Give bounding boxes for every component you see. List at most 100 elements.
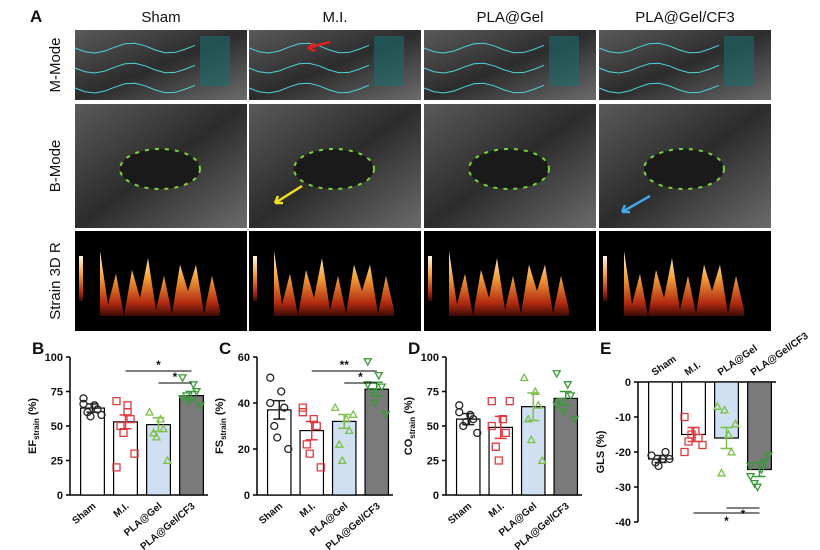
- x-tick-label: M.I.: [487, 501, 507, 520]
- data-point: [763, 452, 774, 461]
- error-bar: [559, 390, 572, 407]
- data-point: [680, 412, 689, 422]
- panel-letter: C: [219, 339, 231, 358]
- data-point: [756, 466, 767, 475]
- trace: [423, 62, 545, 74]
- x-tick-label: PLA@Gel/CF3: [513, 501, 572, 550]
- ventricle: [293, 148, 375, 190]
- data-point: [716, 468, 727, 477]
- data-point: [119, 428, 128, 438]
- y-tick-label: 50: [427, 421, 439, 433]
- y-tick-label: 100: [421, 352, 439, 364]
- data-point: [680, 447, 689, 457]
- data-point: [348, 409, 358, 418]
- image-panel: [75, 231, 247, 331]
- data-point: [694, 433, 703, 443]
- column-header: PLA@Gel/CF3: [635, 9, 734, 26]
- data-point: [123, 401, 132, 410]
- data-point: [195, 401, 206, 411]
- data-point: [284, 444, 293, 454]
- data-point: [86, 412, 95, 421]
- y-label-main: FS: [214, 440, 226, 454]
- image-panel: [424, 104, 596, 228]
- colorbar: [253, 256, 257, 301]
- data-point: [698, 440, 707, 450]
- y-tick-label: -10: [615, 412, 631, 424]
- error-bar: [494, 415, 507, 440]
- image-panel: [74, 30, 247, 100]
- y-tick-label: -30: [615, 482, 631, 494]
- y-axis-label: EFstrain (%): [27, 398, 41, 454]
- x-tick-label: M.I.: [298, 501, 318, 520]
- bar: [113, 421, 138, 496]
- data-point: [487, 397, 496, 406]
- data-point: [90, 401, 99, 410]
- x-tick-label: Sham: [70, 501, 98, 527]
- data-point: [459, 421, 468, 431]
- data-point: [341, 414, 351, 423]
- data-point: [530, 386, 540, 395]
- y-label-unit: (%): [27, 398, 39, 415]
- arrow: [307, 40, 331, 53]
- y-tick-label: -20: [615, 447, 631, 459]
- x-tick-label: M.I.: [112, 501, 132, 520]
- column-header: M.I.: [323, 9, 348, 26]
- data-point: [334, 439, 344, 448]
- y-label-sub: strain: [32, 418, 41, 440]
- error-bar: [273, 399, 286, 420]
- significance-label: *: [156, 358, 161, 372]
- data-point: [665, 454, 674, 464]
- bar: [364, 388, 390, 496]
- ventricle: [119, 148, 201, 190]
- strain-surface: [449, 251, 569, 316]
- trace: [248, 62, 370, 74]
- y-axis-label: COstrain (%): [403, 396, 417, 455]
- data-point: [745, 462, 756, 471]
- data-point: [330, 402, 340, 412]
- data-point: [469, 414, 478, 424]
- data-point: [723, 429, 734, 438]
- data-point: [112, 397, 121, 406]
- data-point: [505, 397, 514, 406]
- data-point: [79, 399, 88, 409]
- data-point: [523, 414, 533, 423]
- ventricle: [643, 148, 725, 190]
- column-header: Sham: [141, 9, 180, 26]
- arrow: [620, 194, 651, 214]
- y-tick-label: 0: [244, 490, 250, 502]
- data-point: [654, 461, 663, 471]
- data-point: [155, 414, 166, 423]
- data-point: [316, 463, 325, 472]
- trace: [598, 82, 720, 94]
- data-point: [491, 442, 500, 451]
- data-point: [273, 433, 282, 442]
- data-point: [363, 358, 373, 367]
- data-point: [752, 483, 763, 492]
- image-panel: [599, 231, 771, 331]
- data-point: [377, 383, 387, 392]
- significance-label: *: [741, 507, 746, 521]
- significance-label: **: [340, 358, 350, 372]
- data-point: [266, 373, 275, 382]
- readout: [724, 36, 754, 86]
- data-point: [367, 388, 377, 397]
- data-point: [370, 399, 380, 408]
- significance-label: *: [724, 514, 729, 528]
- y-label-main: GLS: [595, 451, 607, 474]
- data-point: [148, 428, 159, 437]
- bar: [179, 395, 204, 496]
- readout: [549, 36, 579, 86]
- data-point: [191, 388, 202, 397]
- image-panel: [249, 231, 421, 331]
- ventricle: [468, 148, 550, 190]
- y-label-unit: (%): [595, 430, 607, 447]
- readout: [200, 36, 230, 86]
- y-label-main: CO: [403, 438, 415, 455]
- data-point: [312, 421, 321, 431]
- data-point: [144, 407, 155, 416]
- data-point: [298, 403, 307, 412]
- y-tick-label: 40: [238, 398, 250, 410]
- data-point: [533, 400, 543, 409]
- x-tick-label: M.I.: [683, 360, 703, 379]
